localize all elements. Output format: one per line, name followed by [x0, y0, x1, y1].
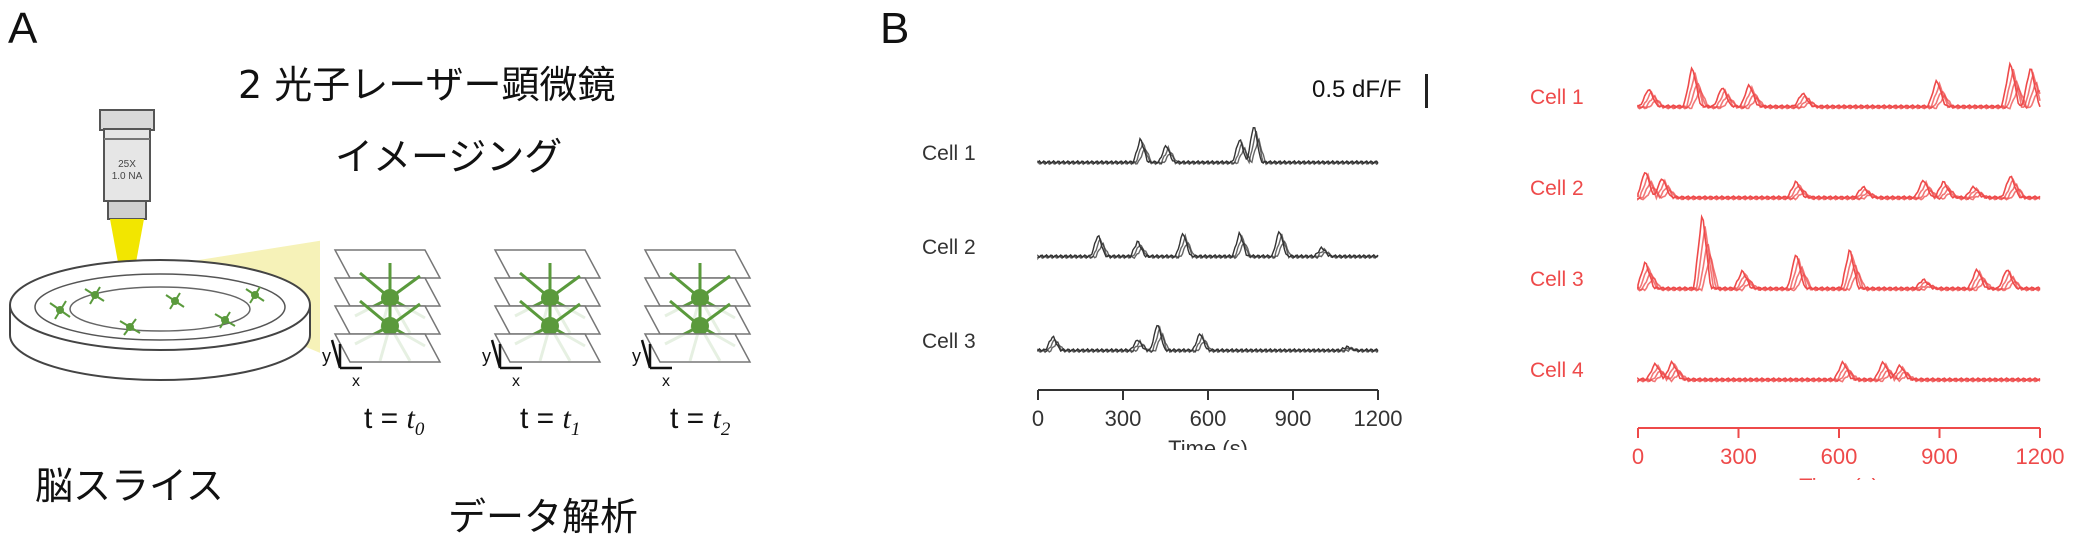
x-tick-label: 900 [1921, 444, 1958, 469]
stack-layer [333, 249, 442, 279]
objective-na: 1.0 NA [112, 171, 143, 182]
microscope-slice-illustration: 25X 1.0 NA [9, 109, 320, 381]
brain-slice-label: 脳スライス [35, 464, 224, 508]
xy-axes: yx [482, 339, 522, 390]
panel-b-label: B [880, 4, 910, 53]
trace-line [1637, 362, 2041, 383]
objective-magnification: 25X [118, 159, 136, 170]
x-axis-letter: x [512, 373, 520, 390]
stack-layer [493, 333, 602, 363]
stack-layer [493, 249, 602, 279]
brain-slice-dish [9, 259, 311, 381]
image-stack-1: yx [482, 249, 602, 390]
trace-line [1637, 370, 2041, 383]
x-tick-label: 300 [1720, 444, 1757, 469]
x-axis-title: Time (s) [1168, 436, 1248, 450]
trace-label-3: Cell 3 [1530, 268, 1584, 291]
panel-a-label: A [8, 4, 38, 53]
trace-line [1637, 186, 2041, 201]
scale-bar [1425, 74, 1428, 108]
objective-lens: 25X 1.0 NA [99, 109, 155, 220]
x-tick-label: 0 [1632, 444, 1644, 469]
x-axis-letter: x [352, 373, 360, 390]
trace-label-3: Cell 3 [922, 330, 976, 353]
x-tick-label: 600 [1821, 444, 1858, 469]
x-tick-label: 300 [1105, 406, 1142, 431]
time-axis: 0 300 600 900 1200 Time (s) [1032, 389, 1403, 450]
x-axis-title: Time (s) [1799, 474, 1879, 480]
time-point-2: t = t2 [670, 402, 731, 440]
trace-line [1637, 252, 2041, 292]
stack-layer [643, 249, 752, 279]
trace-label-4: Cell 4 [1530, 359, 1584, 382]
time-point-1: t = t1 [520, 402, 581, 440]
y-axis-letter: y [632, 346, 641, 366]
time-axis: 0 300 600 900 1200 Time (s) [1632, 427, 2065, 480]
data-analysis-label: データ解析 [448, 495, 639, 539]
trace-label-2: Cell 2 [922, 236, 976, 259]
trace-label-2: Cell 2 [1530, 177, 1584, 200]
image-stack-0: yx [322, 249, 442, 390]
black-traces-chart: Cell 1 Cell 2 Cell 3 0 300 600 900 1200 Time (s) [922, 126, 1403, 450]
x-tick-label: 900 [1275, 406, 1312, 431]
trace-line [1637, 68, 2041, 109]
stack-layer [333, 333, 442, 363]
imaging-title-line1: 2 光子レーザー顕微鏡 [238, 63, 616, 107]
trace-line [1037, 126, 1379, 165]
trace-label-1: Cell 1 [1530, 86, 1584, 109]
x-tick-label: 1200 [2016, 444, 2065, 469]
y-axis-letter: y [482, 346, 491, 366]
scale-bar-label: 0.5 dF/F [1312, 76, 1402, 103]
trace-label-1: Cell 1 [922, 142, 976, 165]
x-axis-letter: x [662, 373, 670, 390]
trace-line [1037, 325, 1379, 353]
image-stack-2: yx [632, 249, 752, 390]
stack-layer [643, 333, 752, 363]
xy-axes: yx [632, 339, 672, 390]
laser-beam [110, 219, 144, 295]
xy-axes: yx [322, 339, 362, 390]
red-traces-chart: Cell 1 Cell 2 Cell 3 Cell 4 0 300 600 900 1200 Ti… [1530, 61, 2065, 480]
trace-line [1037, 240, 1379, 261]
time-point-0: t = t0 [364, 402, 425, 440]
imaging-title-line2: イメージング [335, 135, 563, 179]
trace-line [1037, 137, 1379, 166]
trace-line [1637, 84, 2041, 110]
x-tick-label: 600 [1190, 406, 1227, 431]
x-tick-label: 0 [1032, 406, 1044, 431]
trace-line [1037, 332, 1379, 354]
y-axis-letter: y [322, 346, 331, 366]
trace-line [1037, 130, 1379, 165]
x-tick-label: 1200 [1354, 406, 1403, 431]
